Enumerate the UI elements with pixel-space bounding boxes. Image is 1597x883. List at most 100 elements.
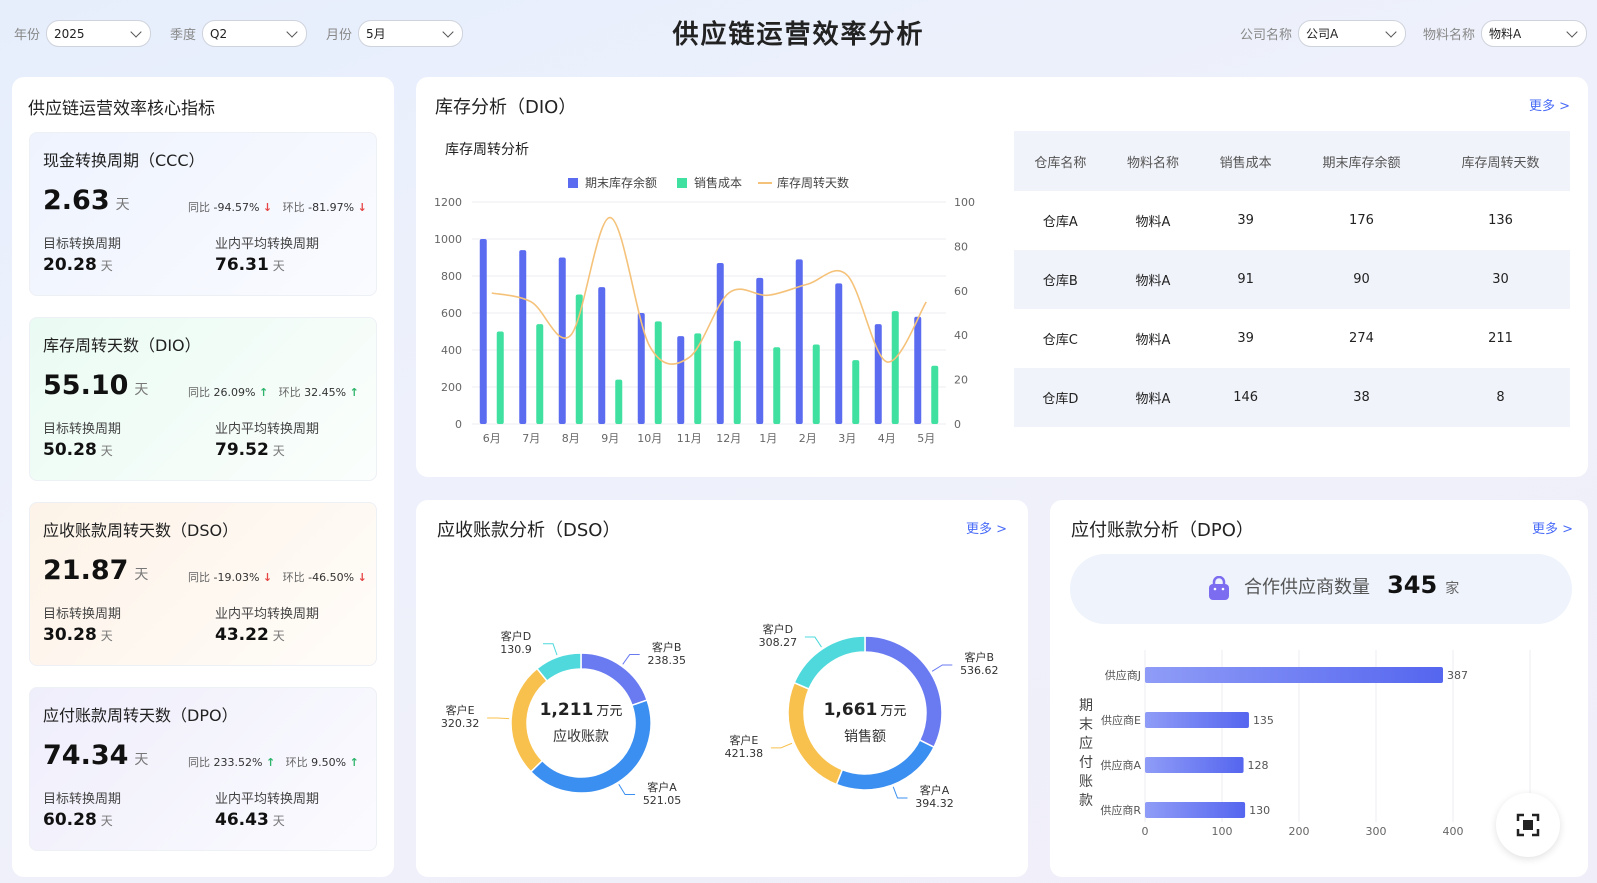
donut-leader-line — [804, 636, 822, 648]
kpi-target-label: 目标转换周期 — [43, 607, 122, 622]
kpi-card-ccc[interactable]: 现金转换周期（CCC） 2.63 天 同比 -94.57% ↓ 环比 -81.97… — [29, 132, 377, 296]
table-header[interactable]: 仓库名称 — [1014, 131, 1107, 191]
kpi-target-label: 目标转换周期 — [43, 237, 122, 252]
y-tick-label: 供应商A — [1100, 758, 1141, 772]
kpi-avg-label: 业内平均转换周期 — [215, 237, 320, 252]
company-select-value: 公司A — [1306, 27, 1339, 41]
table-cell: 物料A — [1106, 250, 1200, 309]
supplier-count-value: 345 — [1387, 571, 1438, 599]
material-select[interactable]: 物料A — [1481, 20, 1588, 47]
table-cell: 物料A — [1106, 368, 1200, 427]
donut-label: 客户B 238.35 — [642, 641, 692, 667]
inventory-table: 仓库名称 物料名称 销售成本 期末库存余额 库存周转天数 仓库A 物料A 39 176… — [1014, 131, 1570, 427]
kpi-target-value: 30.28 天 — [43, 625, 113, 645]
donut-label-name: 客户A — [647, 780, 677, 794]
donut-label-name: 客户A — [919, 783, 950, 797]
donut-center-value: 1,211 万元 — [539, 700, 623, 720]
table-cell: 仓库C — [1042, 333, 1078, 348]
donut-label-name: 客户B — [651, 640, 682, 654]
quarter-select-value: Q2 — [210, 26, 228, 41]
table-cell: 136 — [1488, 213, 1513, 228]
bar-inventory-balance — [874, 324, 882, 424]
arrow-up-icon: ↑ — [265, 756, 276, 769]
supplier-count-unit: 家 — [1445, 581, 1460, 597]
y-tick-label: 1000 — [434, 233, 462, 246]
table-row[interactable]: 仓库C 物料A 39 274 211 — [1014, 309, 1570, 368]
dpo-more-link[interactable]: 更多 > — [1532, 522, 1574, 537]
fullscreen-icon — [1516, 813, 1540, 837]
legend-swatch — [568, 178, 578, 188]
table-row[interactable]: 仓库B 物料A 91 90 30 — [1014, 250, 1570, 309]
table-header[interactable]: 期末库存余额 — [1291, 131, 1431, 191]
donut-label-value: 130.9 — [500, 642, 532, 656]
bar-payables — [1145, 712, 1249, 728]
bar-payables — [1145, 757, 1244, 773]
company-select[interactable]: 公司A — [1298, 20, 1407, 47]
table-header[interactable]: 物料名称 — [1106, 131, 1200, 191]
donut-label: 客户A 394.32 — [909, 784, 959, 810]
kpi-value: 21.87 天 — [43, 555, 149, 586]
table-header[interactable]: 库存周转天数 — [1430, 131, 1570, 191]
legend-label: 库存周转天数 — [777, 175, 849, 190]
shopping-bag-icon — [1209, 576, 1229, 600]
y2-tick-label: 40 — [954, 329, 968, 342]
donut-leader-line — [931, 664, 953, 672]
legend-label: 期末库存余额 — [585, 175, 657, 190]
dpo-title: 应付账款分析（DPO） — [1071, 520, 1254, 541]
top-bar: 年份 2025 季度 Q2 月份 5月 供应链运营效率分析 公司名称 公司A 物… — [0, 0, 1597, 68]
year-select-value: 2025 — [54, 26, 85, 41]
x-tick-label: 4月 — [878, 432, 896, 445]
page-title: 供应链运营效率分析 — [672, 20, 925, 50]
bar-inventory-balance — [756, 277, 764, 424]
kpi-target-label: 目标转换周期 — [43, 792, 122, 807]
dio-more-link[interactable]: 更多 > — [1529, 99, 1571, 114]
bar-sales-cost — [852, 360, 860, 424]
y-tick-label: 1200 — [434, 196, 462, 209]
material-select-value: 物料A — [1489, 27, 1522, 41]
fullscreen-button[interactable] — [1496, 793, 1560, 857]
bar-value-label: 130 — [1249, 804, 1270, 817]
donut-slice — [835, 739, 936, 791]
arrow-down-icon: ↓ — [262, 201, 273, 214]
bar-sales-cost — [615, 379, 623, 424]
line-turnover-days — [491, 216, 927, 365]
supplier-count: 合作供应商数量 345 家 — [1244, 571, 1459, 599]
x-tick-label: 9月 — [601, 432, 619, 445]
dio-chart-title: 库存周转分析 — [445, 142, 529, 158]
dso-title: 应收账款分析（DSO） — [437, 520, 621, 541]
y-tick-label: 800 — [441, 270, 462, 283]
donut-leader-line — [543, 643, 558, 656]
kpi-card-dso[interactable]: 应收账款周转天数（DSO） 21.87 天 同比 -19.03% ↓ 环比 -46… — [29, 502, 377, 666]
arrow-up-icon: ↑ — [349, 756, 359, 769]
donut-label: 客户D 130.9 — [491, 630, 541, 656]
kpi-card-dio[interactable]: 库存周转天数（DIO） 55.10 天 同比 26.09% ↑ 环比 32.45%… — [29, 317, 377, 481]
quarter-select[interactable]: Q2 — [202, 20, 308, 47]
supplier-count-box: 合作供应商数量 345 家 — [1070, 554, 1572, 624]
month-filter-label: 月份 — [326, 28, 353, 43]
table-cell: 38 — [1291, 368, 1431, 427]
donut-leader-line — [770, 742, 793, 749]
bar-inventory-balance — [598, 287, 606, 424]
table-row[interactable]: 仓库A 物料A 39 176 136 — [1014, 191, 1570, 250]
chevron-down-icon — [1566, 25, 1578, 38]
kpi-change: 同比 26.09% ↑ 环比 32.45% ↑ — [188, 386, 359, 399]
donut-leader-line — [487, 717, 510, 720]
arrow-down-icon: ↓ — [357, 571, 367, 584]
table-header[interactable]: 销售成本 — [1199, 131, 1292, 191]
bar-sales-cost — [536, 324, 544, 424]
donut-label: 客户A 521.05 — [637, 781, 687, 807]
x-tick-label: 0 — [1142, 825, 1149, 838]
donut-label: 客户E 320.32 — [435, 704, 485, 730]
table-cell: 211 — [1488, 331, 1513, 346]
kpi-change: 同比 -19.03% ↓ 环比 -46.50% ↓ — [188, 571, 367, 584]
x-tick-label: 12月 — [716, 432, 741, 445]
kpi-change: 同比 233.52% ↑ 环比 9.50% ↑ — [188, 756, 359, 769]
kpi-card-dpo[interactable]: 应付账款周转天数（DPO） 74.34 天 同比 233.52% ↑ 环比 9.5… — [29, 687, 377, 851]
year-select[interactable]: 2025 — [46, 20, 152, 47]
dso-more-link[interactable]: 更多 > — [966, 522, 1008, 537]
donut-leader-line — [622, 654, 640, 665]
y-tick-label: 供应商R — [1100, 803, 1141, 817]
month-select[interactable]: 5月 — [358, 20, 464, 47]
bar-inventory-balance — [479, 239, 487, 424]
table-row[interactable]: 仓库D 物料A 146 38 8 — [1014, 368, 1570, 427]
